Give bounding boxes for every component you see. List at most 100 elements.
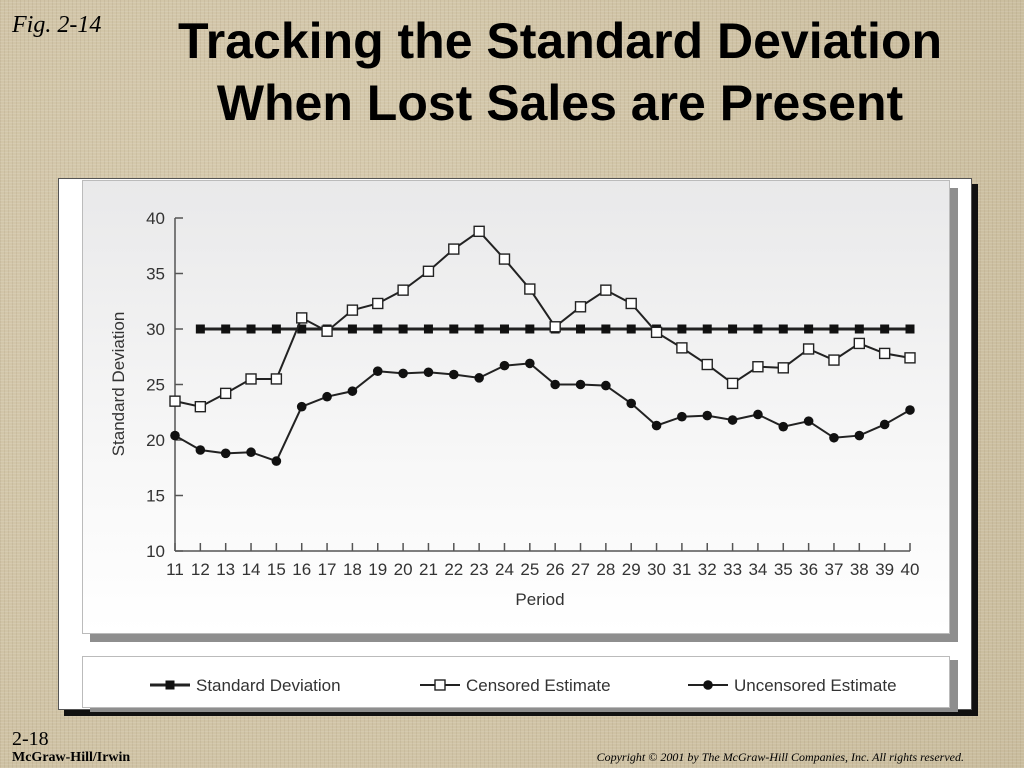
data-point <box>271 324 281 334</box>
data-point <box>880 324 890 334</box>
data-point <box>802 343 815 355</box>
slide-title-line-1: Tracking the Standard Deviation <box>177 13 943 69</box>
chart-legend: Standard Deviation Censored Estimate Uncen… <box>150 676 897 695</box>
data-point <box>169 395 181 407</box>
x-tick-label: 33 <box>723 560 742 579</box>
x-tick-label: 12 <box>191 560 210 579</box>
data-point <box>397 284 409 296</box>
x-tick-label: 35 <box>774 560 793 579</box>
data-point <box>625 297 637 310</box>
data-point <box>373 324 383 334</box>
data-point <box>828 354 840 366</box>
data-point <box>904 352 916 364</box>
copyright: Copyright © 2001 by The McGraw-Hill Comp… <box>596 750 964 764</box>
chart-series <box>169 225 916 466</box>
data-point <box>726 377 739 390</box>
data-point <box>499 360 510 371</box>
data-point <box>246 447 256 458</box>
data-point <box>525 358 535 369</box>
x-tick-label: 19 <box>368 560 387 579</box>
data-point <box>854 324 864 334</box>
x-tick-label: 21 <box>419 560 438 579</box>
series-uncensored-estimate <box>170 358 915 466</box>
y-tick-label: 25 <box>146 376 165 395</box>
data-point <box>347 386 358 396</box>
legend-item-censored-estimate: Censored Estimate <box>420 676 611 695</box>
data-point <box>474 324 484 334</box>
data-point <box>270 373 283 385</box>
data-point <box>753 324 763 334</box>
data-point <box>449 324 459 334</box>
x-tick-label: 15 <box>267 560 286 579</box>
data-point <box>677 411 687 422</box>
x-tick-label: 31 <box>672 560 691 579</box>
data-point <box>296 312 308 324</box>
data-point <box>245 373 257 385</box>
legend-label: Uncensored Estimate <box>734 676 897 695</box>
page-number: 2-18 <box>12 728 49 750</box>
data-point <box>346 304 359 316</box>
data-point <box>574 301 587 313</box>
data-point <box>498 253 511 265</box>
data-point <box>854 430 865 441</box>
x-tick-label: 18 <box>343 560 362 579</box>
x-tick-label: 13 <box>216 560 235 579</box>
data-point <box>372 366 383 376</box>
data-point <box>297 324 307 334</box>
series-line-censored-estimate <box>174 229 911 408</box>
data-point <box>753 409 763 420</box>
data-point <box>322 391 332 402</box>
legend-item-uncensored-estimate: Uncensored Estimate <box>688 676 897 695</box>
data-point <box>676 342 688 354</box>
data-point <box>575 379 586 390</box>
series-line-uncensored-estimate <box>174 362 911 463</box>
data-point <box>777 362 789 374</box>
y-tick-label: 15 <box>146 487 165 506</box>
data-point <box>650 326 663 339</box>
data-point <box>219 387 232 400</box>
data-point <box>448 243 460 255</box>
figure-label: Fig. 2-14 <box>12 12 102 38</box>
plot-panel <box>82 180 950 634</box>
x-tick-label: 28 <box>596 560 615 579</box>
legend-marker <box>703 680 713 690</box>
x-tick-label: 29 <box>622 560 641 579</box>
y-tick-label: 35 <box>146 265 165 284</box>
data-point <box>524 283 536 295</box>
data-point <box>600 284 612 296</box>
data-point <box>804 324 814 334</box>
x-tick-label: 25 <box>520 560 539 579</box>
x-tick-label: 40 <box>901 560 920 579</box>
publisher: McGraw-Hill/Irwin <box>12 750 131 765</box>
data-point <box>448 369 459 380</box>
y-tick-label: 30 <box>146 320 165 339</box>
data-point <box>778 324 788 334</box>
x-tick-label: 37 <box>825 560 844 579</box>
x-tick-label: 38 <box>850 560 869 579</box>
data-point <box>677 324 687 334</box>
data-point <box>271 456 282 466</box>
legend-marker <box>165 680 175 690</box>
x-tick-label: 34 <box>748 560 767 579</box>
data-point <box>473 225 485 238</box>
data-point <box>803 416 814 426</box>
x-tick-label: 27 <box>571 560 590 579</box>
x-tick-label: 39 <box>875 560 894 579</box>
x-tick-label: 36 <box>799 560 818 579</box>
x-tick-label: 14 <box>242 560 261 579</box>
data-point <box>525 324 535 334</box>
x-tick-label: 30 <box>647 560 666 579</box>
data-point <box>170 430 180 441</box>
x-tick-label: 32 <box>698 560 717 579</box>
data-point <box>422 265 435 277</box>
legend-label: Censored Estimate <box>466 676 611 695</box>
data-point <box>321 325 333 337</box>
data-point <box>220 448 231 459</box>
y-axis-label: Standard Deviation <box>109 312 128 457</box>
x-axis-label: Period <box>515 590 564 609</box>
data-point <box>550 379 560 390</box>
slide-title-line-2: When Lost Sales are Present <box>216 75 904 131</box>
legend-label: Standard Deviation <box>196 676 341 695</box>
x-tick-label: 16 <box>292 560 311 579</box>
data-point <box>246 324 256 334</box>
